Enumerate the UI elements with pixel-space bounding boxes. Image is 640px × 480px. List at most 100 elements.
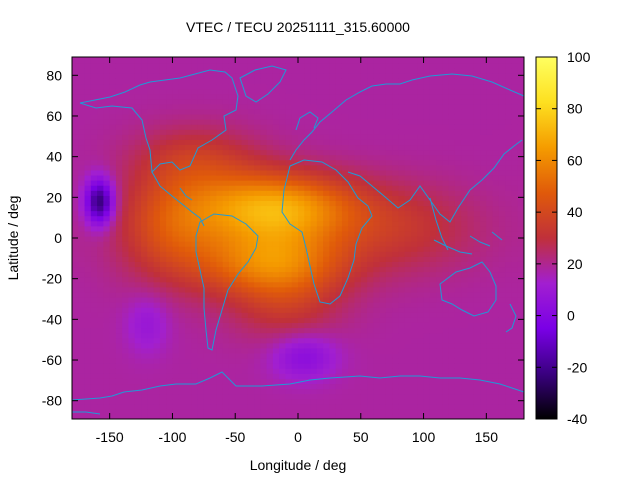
heatmap-cell (304, 103, 312, 110)
heatmap-cell (159, 159, 167, 166)
heatmap-cell (254, 200, 261, 207)
heatmap-cell (266, 332, 274, 339)
heatmap-cell (241, 322, 249, 329)
heatmap-cell (147, 119, 155, 125)
heatmap-cell (141, 393, 148, 400)
heatmap-cell (178, 307, 186, 313)
heatmap-cell (260, 296, 268, 303)
heatmap-cell (235, 266, 243, 273)
heatmap-cell (341, 266, 349, 273)
heatmap-cell (159, 235, 167, 242)
heatmap-cell (178, 119, 186, 125)
heatmap-cell (285, 220, 293, 227)
heatmap-cell (272, 327, 280, 334)
heatmap-cell (222, 281, 230, 288)
heatmap-cell (285, 235, 293, 242)
heatmap-cell (385, 347, 393, 354)
heatmap-cell (147, 169, 155, 176)
heatmap-cell (72, 220, 79, 227)
heatmap-cell (323, 139, 330, 146)
heatmap-cell (72, 113, 79, 120)
heatmap-cell (454, 200, 462, 207)
heatmap-cell (122, 378, 130, 385)
heatmap-cell (90, 78, 98, 85)
heatmap-cell (316, 103, 324, 110)
heatmap-cell (360, 88, 368, 95)
heatmap-cell (153, 246, 161, 252)
heatmap-cell (216, 352, 224, 359)
heatmap-cell (78, 215, 86, 222)
heatmap-cell (228, 154, 236, 161)
heatmap-cell (235, 225, 243, 232)
heatmap-cell (210, 83, 217, 90)
heatmap-cell (329, 281, 337, 288)
heatmap-cell (354, 210, 362, 217)
heatmap-cell (178, 113, 186, 120)
heatmap-cell (178, 398, 186, 405)
heatmap-cell (241, 337, 249, 344)
heatmap-cell (385, 149, 393, 156)
heatmap-cell (241, 393, 249, 400)
heatmap-cell (128, 235, 136, 242)
heatmap-cell (266, 124, 274, 130)
heatmap-cell (128, 337, 136, 344)
heatmap-cell (153, 215, 161, 222)
heatmap-cell (247, 180, 255, 186)
heatmap-cell (185, 58, 192, 64)
heatmap-cell (454, 108, 462, 115)
heatmap-cell (379, 103, 387, 110)
heatmap-cell (97, 363, 104, 369)
heatmap-cell (467, 373, 475, 379)
heatmap-cell (354, 388, 362, 395)
heatmap-cell (492, 210, 500, 217)
heatmap-cell (222, 73, 230, 79)
heatmap-cell (341, 129, 349, 135)
heatmap-cell (417, 195, 425, 201)
heatmap-cell (228, 180, 236, 186)
heatmap-cell (247, 200, 255, 207)
heatmap-cell (379, 307, 387, 313)
heatmap-cell (153, 83, 161, 90)
heatmap-cell (203, 78, 211, 85)
heatmap-cell (241, 58, 249, 64)
heatmap-cell (473, 149, 481, 156)
heatmap-cell (235, 286, 243, 293)
heatmap-cell (97, 73, 104, 79)
heatmap-cell (291, 119, 299, 125)
heatmap-cell (266, 78, 274, 85)
heatmap-cell (398, 220, 406, 227)
heatmap-cell (411, 337, 418, 344)
heatmap-cell (429, 291, 437, 298)
heatmap-cell (417, 332, 425, 339)
heatmap-cell (197, 149, 205, 156)
heatmap-cell (266, 388, 274, 395)
heatmap-cell (348, 98, 356, 105)
heatmap-cell (210, 332, 217, 339)
heatmap-cell (279, 251, 287, 257)
heatmap-cell (185, 373, 192, 379)
heatmap-cell (480, 119, 487, 125)
heatmap-cell (159, 246, 167, 252)
heatmap-cell (272, 174, 280, 181)
heatmap-cell (285, 413, 293, 419)
heatmap-cell (153, 373, 161, 379)
heatmap-cell (172, 200, 180, 207)
heatmap-cell (272, 378, 280, 385)
heatmap-cell (373, 307, 381, 313)
heatmap-cell (411, 78, 418, 85)
heatmap-cell (166, 235, 174, 242)
heatmap-cell (191, 73, 199, 79)
heatmap-cell (241, 271, 249, 278)
heatmap-cell (172, 388, 180, 395)
heatmap-cell (367, 119, 374, 125)
heatmap-cell (122, 144, 130, 151)
heatmap-cell (254, 302, 261, 308)
heatmap-cell (379, 302, 387, 308)
heatmap-cell (423, 317, 431, 323)
heatmap-cell (279, 393, 287, 400)
heatmap-cell (166, 281, 174, 288)
heatmap-cell (467, 317, 475, 323)
heatmap-cell (147, 144, 155, 151)
heatmap-cell (298, 332, 305, 339)
heatmap-cell (354, 261, 362, 268)
